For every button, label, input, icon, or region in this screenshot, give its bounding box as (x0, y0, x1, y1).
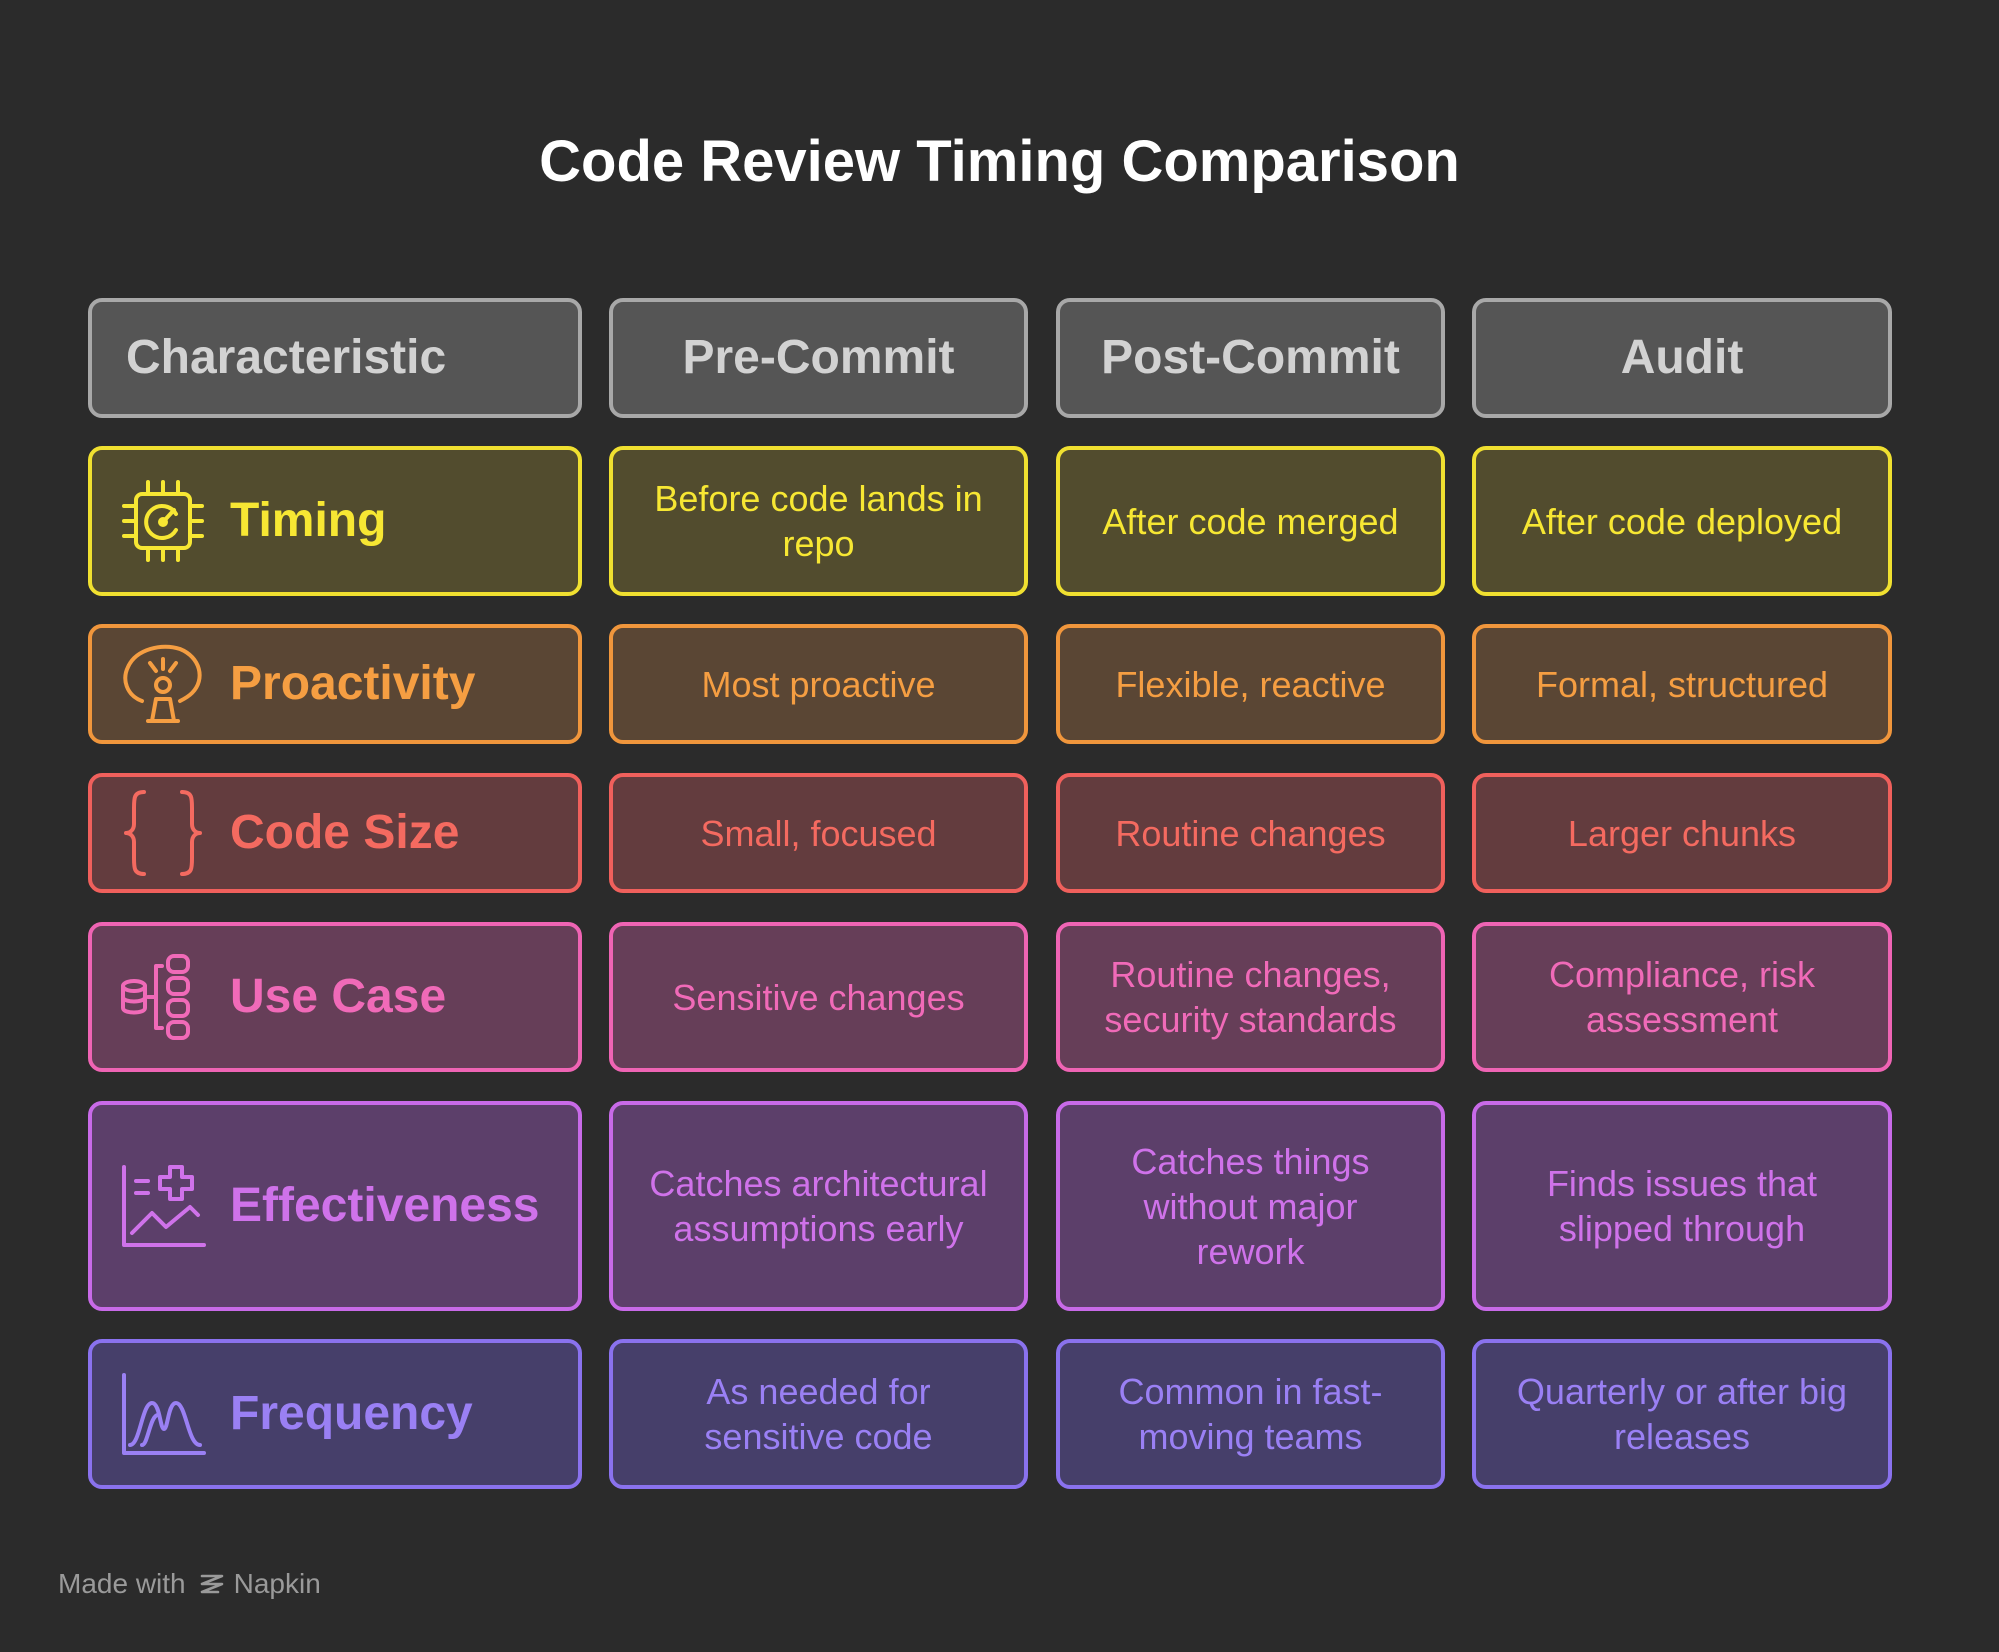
cell-frequency-audit: Quarterly or after big releases (1472, 1339, 1892, 1489)
cell-proactivity-audit: Formal, structured (1472, 624, 1892, 744)
cell-use-case-pre-commit: Sensitive changes (609, 922, 1028, 1072)
cell-code-size-audit: Larger chunks (1472, 773, 1892, 893)
column-header-characteristic: Characteristic (88, 298, 582, 418)
chart-plus-icon (122, 1165, 206, 1247)
column-header-audit: Audit (1472, 298, 1892, 418)
bell-curve-icon (122, 1373, 206, 1455)
row-label-text: Effectiveness (230, 1179, 540, 1232)
column-header-post-commit: Post-Commit (1056, 298, 1445, 418)
column-header-pre-commit: Pre-Commit (609, 298, 1028, 418)
row-label-code-size: Code Size (88, 773, 582, 893)
row-label-use-case: Use Case (88, 922, 582, 1072)
cell-effectiveness-post-commit: Catches things without major rework (1056, 1101, 1445, 1311)
footer-credit: Made with Napkin (58, 1568, 321, 1600)
row-label-frequency: Frequency (88, 1339, 582, 1489)
cell-effectiveness-audit: Finds issues that slipped through (1472, 1101, 1892, 1311)
row-label-timing: Timing (88, 446, 582, 596)
chip-gauge-icon (122, 480, 204, 562)
row-label-text: Timing (230, 494, 387, 547)
cell-code-size-post-commit: Routine changes (1056, 773, 1445, 893)
row-label-text: Use Case (230, 970, 447, 1023)
row-label-proactivity: Proactivity (88, 624, 582, 744)
row-label-text: Frequency (230, 1387, 473, 1440)
cell-proactivity-post-commit: Flexible, reactive (1056, 624, 1445, 744)
napkin-logo-icon (200, 1574, 223, 1594)
cell-frequency-pre-commit: As needed for sensitive code (609, 1339, 1028, 1489)
row-label-text: Proactivity (230, 657, 476, 710)
cell-frequency-post-commit: Common in fast-moving teams (1056, 1339, 1445, 1489)
footer-brand: Napkin (233, 1568, 321, 1599)
cell-timing-post-commit: After code merged (1056, 446, 1445, 596)
cell-timing-audit: After code deployed (1472, 446, 1892, 596)
cell-proactivity-pre-commit: Most proactive (609, 624, 1028, 744)
page-title: Code Review Timing Comparison (539, 129, 1460, 194)
cell-timing-pre-commit: Before code lands in repo (609, 446, 1028, 596)
cell-use-case-post-commit: Routine changes, security standards (1056, 922, 1445, 1072)
cell-code-size-pre-commit: Small, focused (609, 773, 1028, 893)
curly-braces-icon (124, 790, 202, 876)
footer-prefix: Made with (58, 1568, 186, 1599)
person-alert-icon (123, 644, 202, 723)
cell-effectiveness-pre-commit: Catches architectural assumptions early (609, 1101, 1028, 1311)
database-tree-icon (121, 954, 190, 1040)
row-label-effectiveness: Effectiveness (88, 1101, 582, 1311)
row-label-text: Code Size (230, 806, 460, 859)
cell-use-case-audit: Compliance, risk assessment (1472, 922, 1892, 1072)
